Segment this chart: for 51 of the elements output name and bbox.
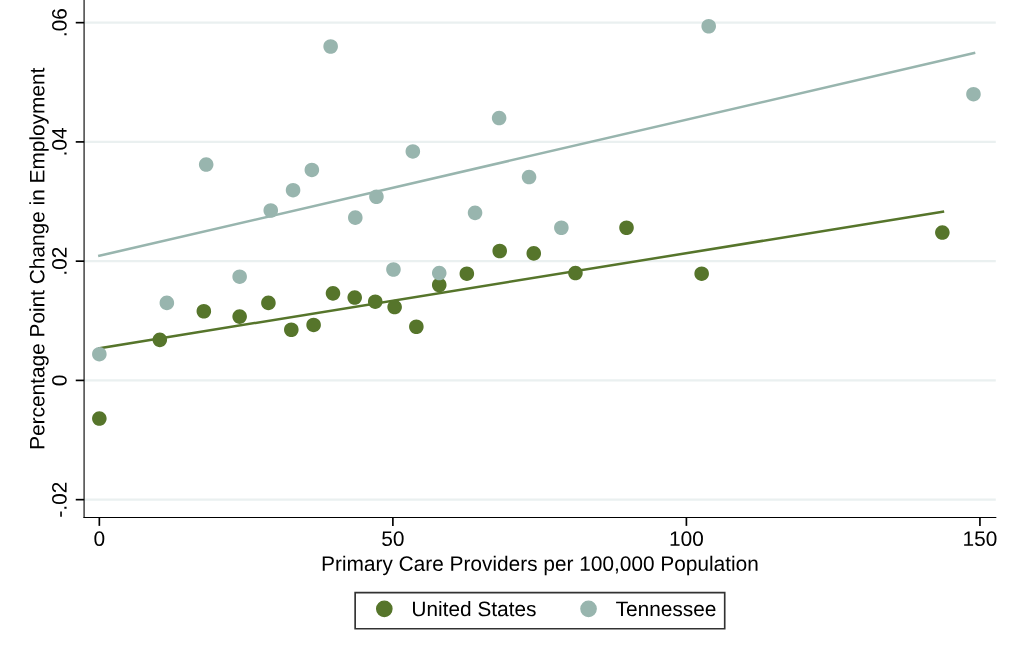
point — [261, 295, 276, 311]
x-tick-label: 100 — [670, 531, 703, 547]
point — [367, 294, 383, 309]
point — [966, 86, 981, 102]
y-tick-label: .06 — [52, 9, 67, 36]
y-tick-label: 0 — [52, 375, 67, 386]
point — [306, 317, 321, 333]
point — [491, 110, 507, 126]
point — [431, 265, 447, 281]
x-axis-title: Primary Care Providers per 100,000 Population — [322, 555, 758, 576]
point — [619, 220, 634, 236]
x-tick-label: 0 — [94, 531, 105, 547]
point — [459, 266, 475, 281]
point — [159, 295, 175, 311]
point — [232, 309, 247, 324]
point — [196, 303, 212, 319]
point — [263, 203, 279, 218]
legend-label: Tennessee — [616, 601, 716, 617]
x-tick-label: 150 — [964, 531, 997, 547]
point — [304, 162, 320, 178]
y-axis-title: Percentage Point Change in Employment — [29, 67, 49, 449]
point — [347, 290, 362, 305]
point — [284, 322, 299, 338]
point — [323, 39, 338, 54]
legend-label: United States — [413, 600, 536, 617]
point — [467, 205, 483, 221]
point — [521, 169, 537, 185]
y-tick-label: .02 — [52, 247, 67, 274]
point — [325, 286, 341, 301]
point — [492, 243, 507, 259]
point — [387, 299, 402, 315]
y-tick-label: -.02 — [52, 482, 67, 517]
point — [568, 265, 583, 281]
point — [92, 411, 107, 426]
point — [369, 189, 384, 205]
point — [935, 225, 950, 240]
point — [554, 220, 569, 236]
point — [198, 157, 214, 172]
point — [409, 319, 424, 335]
point — [694, 266, 709, 281]
point — [405, 144, 421, 159]
point — [285, 182, 301, 198]
point — [92, 346, 107, 362]
point — [701, 18, 716, 34]
point — [152, 332, 168, 348]
point — [232, 269, 247, 284]
point — [526, 246, 542, 261]
y-tick-label: .04 — [52, 128, 67, 155]
x-tick-label: 50 — [382, 531, 404, 547]
point — [348, 210, 363, 225]
point — [386, 262, 401, 277]
